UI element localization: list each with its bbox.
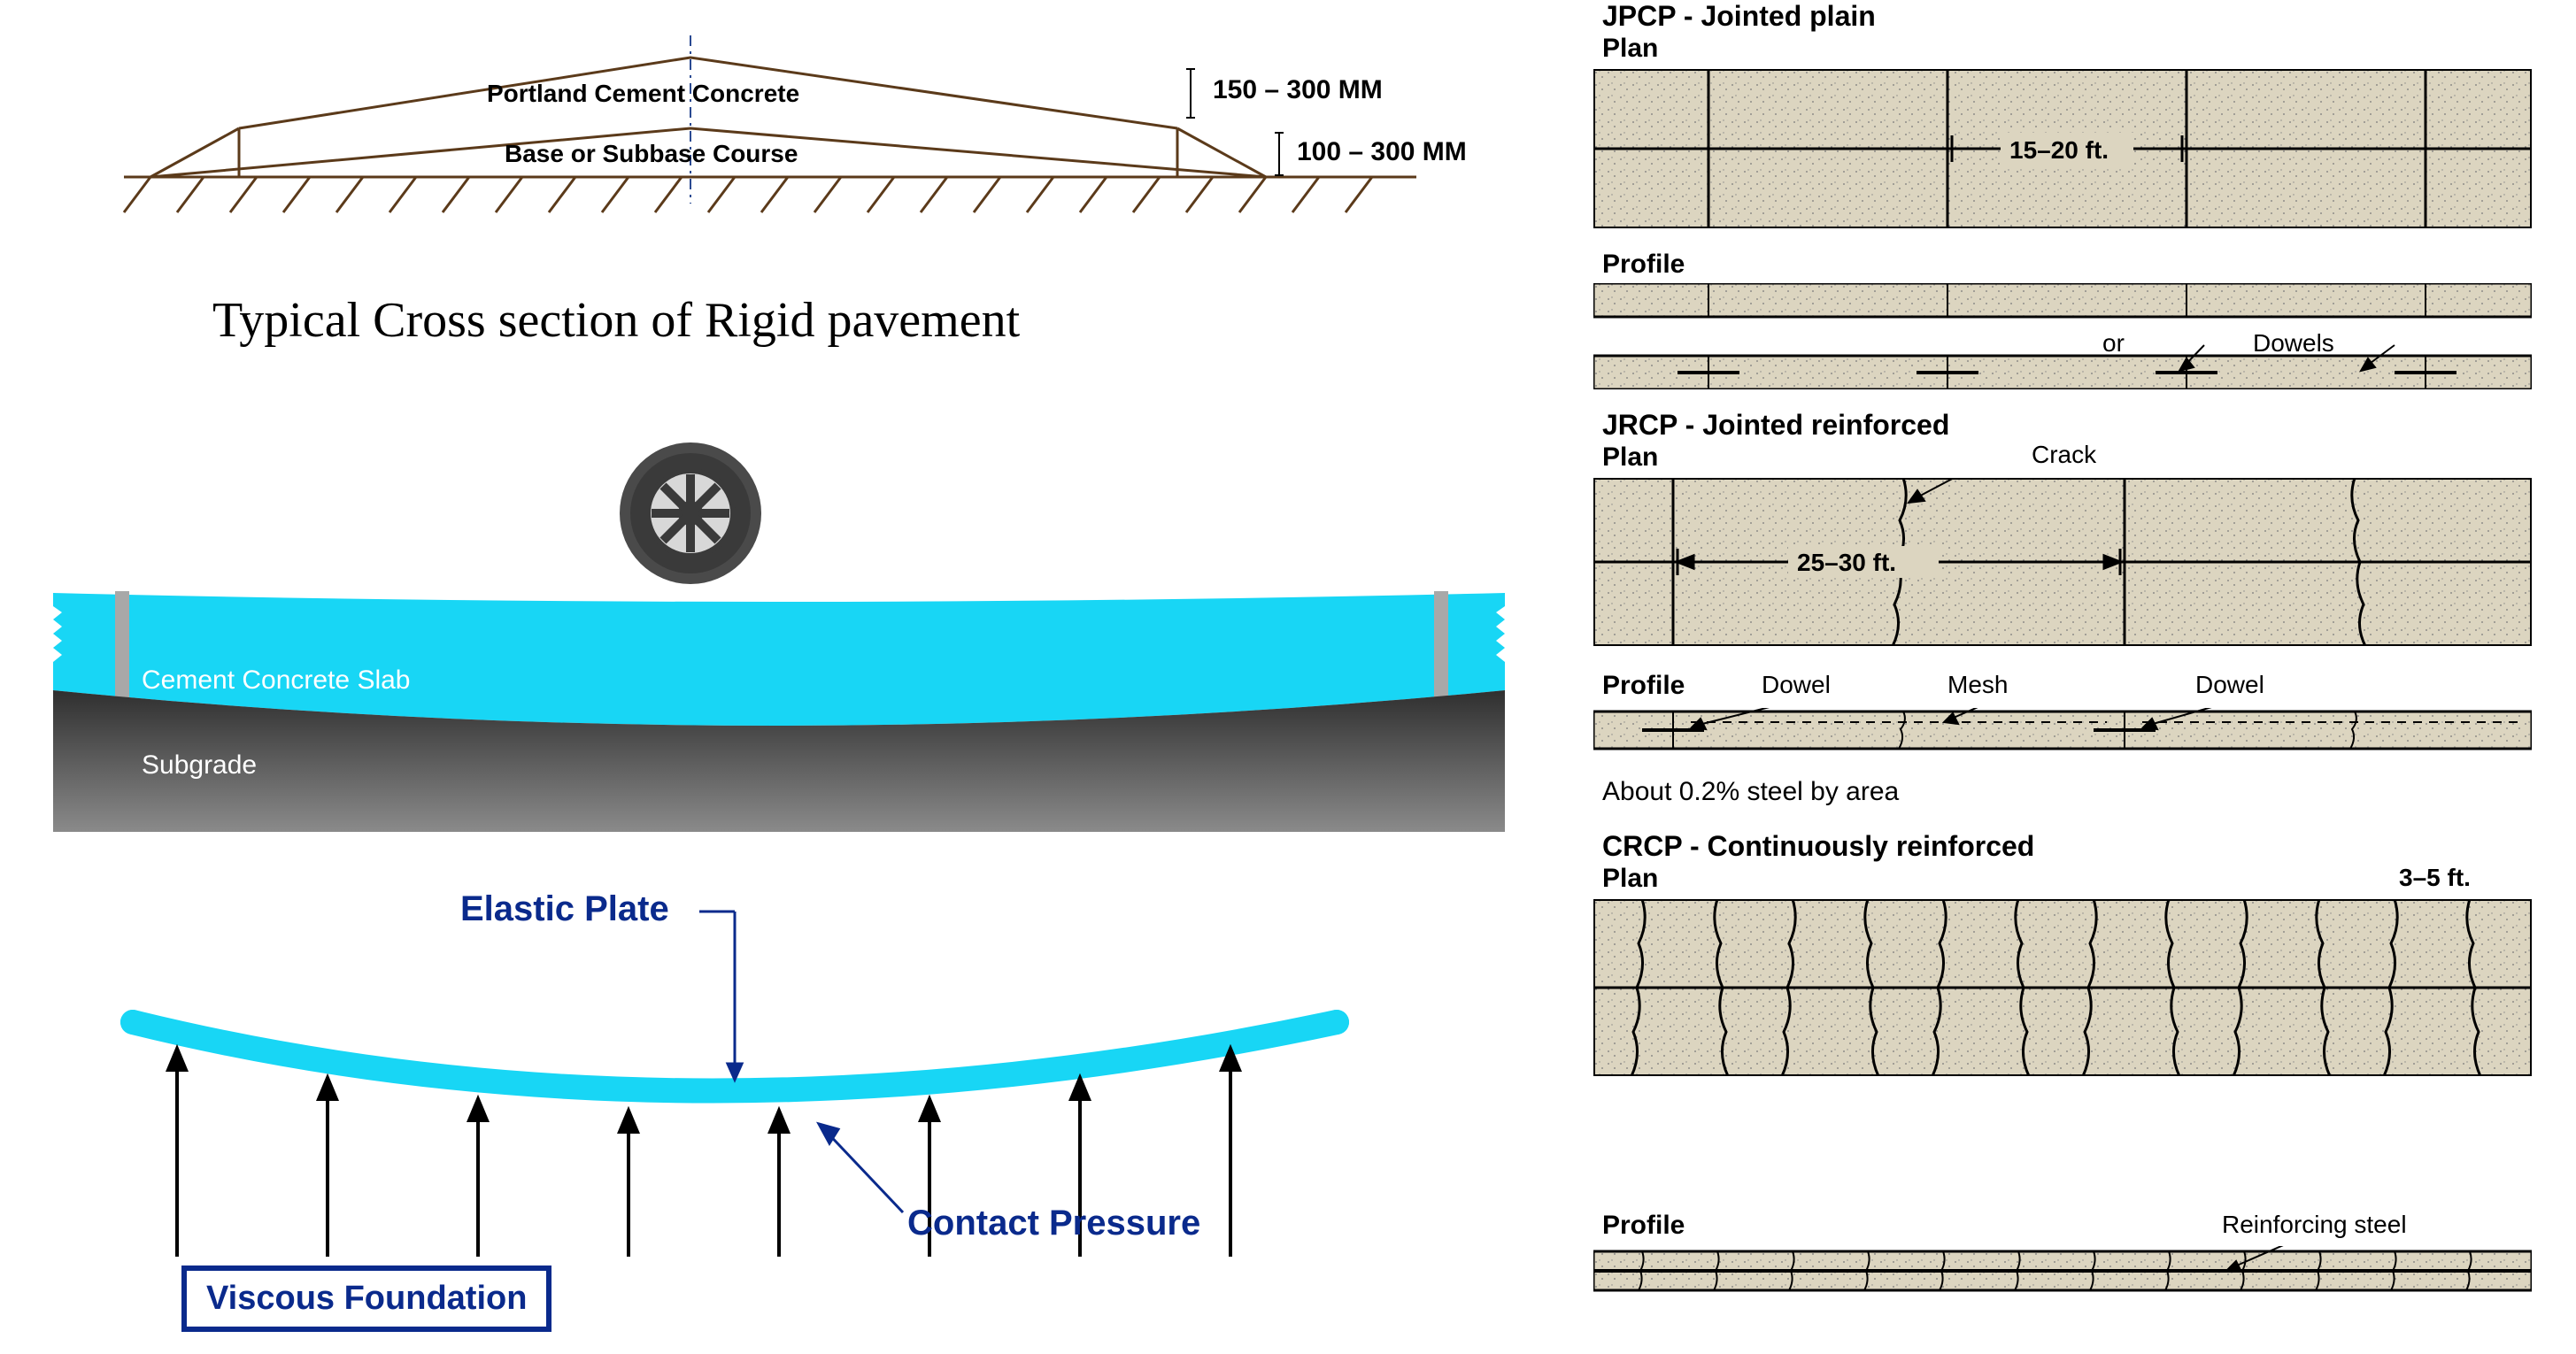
crcp-plan-svg	[1593, 899, 2532, 1076]
crcp-profile-label: Profile	[1602, 1211, 1685, 1241]
left-column: Portland Cement Concrete Base or Subbase…	[0, 0, 1549, 1327]
right-column: JPCP - Jointed plain Plan 15–20 ft. Prof…	[1576, 0, 2549, 1327]
slab-diagram-svg	[0, 389, 1549, 920]
jrcp-profile-svg	[1593, 708, 2532, 752]
pcc-label: Portland Cement Concrete	[487, 80, 799, 108]
thickness-2: 100 – 300 MM	[1297, 137, 1467, 167]
jrcp-plan-label: Plan	[1602, 442, 1658, 473]
viscous-foundation-label: Viscous Foundation	[181, 1266, 551, 1332]
slab-label: Cement Concrete Slab	[142, 665, 411, 696]
jrcp-profile-label: Profile	[1602, 671, 1685, 701]
thickness-1: 150 – 300 MM	[1213, 75, 1383, 105]
elastic-plate-label: Elastic Plate	[460, 889, 669, 929]
jrcp-dowel-1: Dowel	[1762, 671, 1831, 699]
jrcp-crack-label: Crack	[2032, 441, 2096, 469]
jrcp-note: About 0.2% steel by area	[1602, 777, 1899, 807]
jrcp-dowel-2: Dowel	[2195, 671, 2264, 699]
contact-pressure-label: Contact Pressure	[907, 1204, 1200, 1243]
jpcp-profile-label: Profile	[1602, 250, 1685, 280]
cross-section-svg	[0, 0, 1549, 265]
jpcp-dowels: Dowels	[2253, 329, 2334, 358]
crcp-heading: CRCP - Continuously reinforced	[1602, 830, 2034, 863]
crcp-plan-label: Plan	[1602, 864, 1658, 894]
jrcp-mesh: Mesh	[1947, 671, 2008, 699]
cross-section-title: Typical Cross section of Rigid pavement	[212, 292, 1020, 349]
jrcp-spacing: 25–30 ft.	[1797, 549, 1896, 577]
jpcp-or: or	[2102, 329, 2125, 358]
crcp-profile-svg	[1593, 1246, 2532, 1295]
jrcp-heading: JRCP - Jointed reinforced	[1602, 409, 1949, 442]
subgrade-label: Subgrade	[142, 750, 257, 781]
crcp-rebar-label: Reinforcing steel	[2222, 1211, 2407, 1239]
jpcp-plan-label: Plan	[1602, 34, 1658, 64]
jpcp-heading: JPCP - Jointed plain	[1602, 0, 1876, 33]
base-label: Base or Subbase Course	[505, 140, 798, 168]
jrcp-plan-svg	[1593, 478, 2532, 646]
crcp-spacing: 3–5 ft.	[2399, 864, 2471, 892]
jpcp-spacing: 15–20 ft.	[2009, 136, 2109, 165]
jpcp-profile-svg	[1593, 283, 2532, 389]
